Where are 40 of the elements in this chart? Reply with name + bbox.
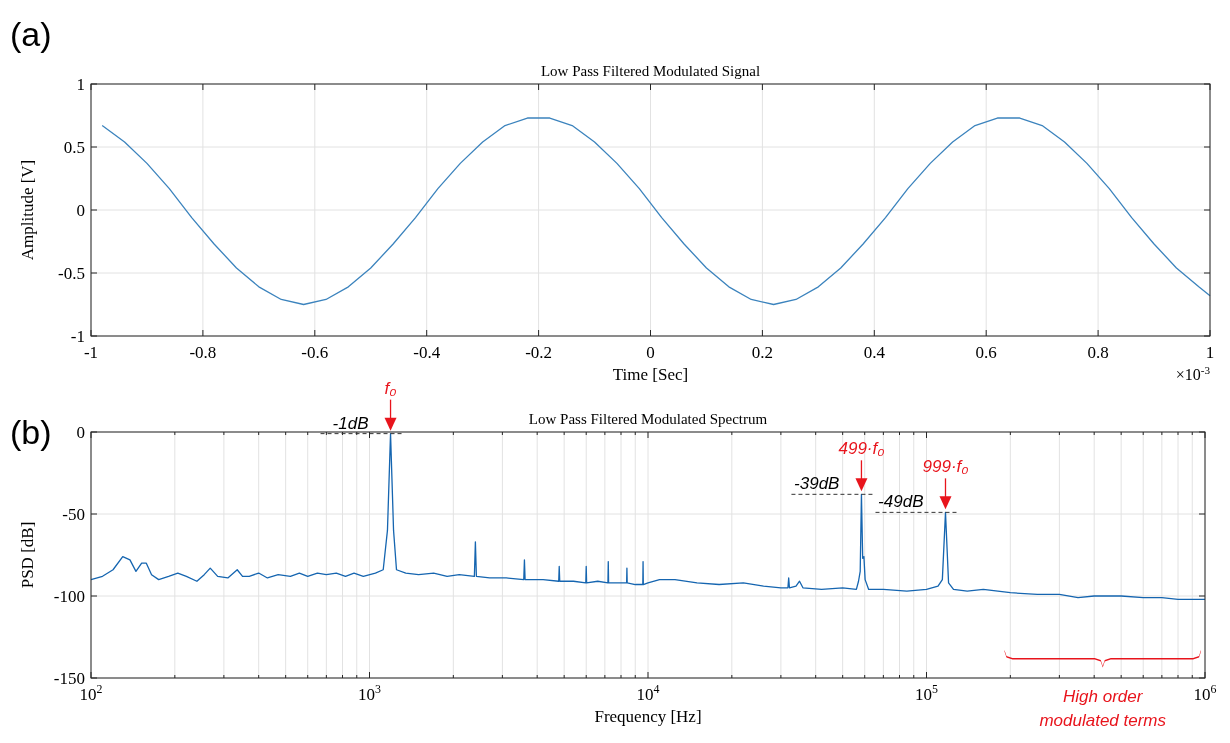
y-axis-title: Amplitude [V] bbox=[18, 159, 37, 261]
annotation: f₀ bbox=[384, 378, 397, 398]
x-axis-title: Frequency [Hz] bbox=[594, 707, 702, 726]
text: (a) bbox=[10, 15, 52, 53]
x-tick-label: -0.4 bbox=[413, 343, 441, 362]
x-tick-label: 10$^{5}$ bbox=[915, 682, 939, 704]
x-tick-label: 10$^{4}$ bbox=[636, 682, 660, 704]
y-tick-label: -1 bbox=[70, 327, 85, 346]
annotation: 999·f₀ bbox=[922, 457, 969, 477]
y-tick-label: 0 bbox=[76, 201, 85, 220]
y-tick-label: -100 bbox=[53, 587, 85, 606]
x-tick-label: -0.8 bbox=[189, 343, 217, 362]
x-tick-label: 0.2 bbox=[751, 343, 774, 362]
x-tick-label: -0.6 bbox=[301, 343, 329, 362]
x-tick-label: 0 bbox=[646, 343, 655, 362]
x-tick-label: 0.4 bbox=[863, 343, 886, 362]
text: High order modulated terms bbox=[1039, 687, 1167, 730]
y-tick-label: -0.5 bbox=[58, 264, 85, 283]
x-tick-label: 10$^{6}$ bbox=[1193, 682, 1217, 704]
line-series bbox=[101, 117, 1211, 306]
y-tick-label: 1 bbox=[76, 75, 85, 94]
x-tick-label: 0.6 bbox=[975, 343, 997, 362]
y-tick-label: -150 bbox=[53, 669, 85, 688]
x-tick-label: 1 bbox=[1205, 343, 1215, 362]
annotation: -1dB bbox=[332, 413, 369, 433]
text: (b) bbox=[10, 413, 52, 451]
y-tick-label: 0.5 bbox=[63, 138, 85, 157]
annotation: 499·f₀ bbox=[838, 439, 885, 459]
y-axis-title: PSD [dB] bbox=[18, 521, 37, 589]
x-axis-title: Time [Sec] bbox=[612, 365, 689, 384]
chart-title: Low Pass Filtered Modulated Signal bbox=[540, 63, 761, 79]
text: ×10$^{-3}$ bbox=[1175, 364, 1211, 383]
y-tick-label: 0 bbox=[76, 423, 85, 442]
x-tick-label: -0.2 bbox=[525, 343, 553, 362]
x-tick-label: 0.8 bbox=[1087, 343, 1109, 362]
annotation: -49dB bbox=[878, 492, 924, 512]
annotation: -39dB bbox=[794, 474, 840, 494]
x-tick-label: 10$^{3}$ bbox=[358, 682, 382, 704]
chart-title: Low Pass Filtered Modulated Spectrum bbox=[528, 411, 768, 427]
y-tick-label: -50 bbox=[62, 505, 85, 524]
